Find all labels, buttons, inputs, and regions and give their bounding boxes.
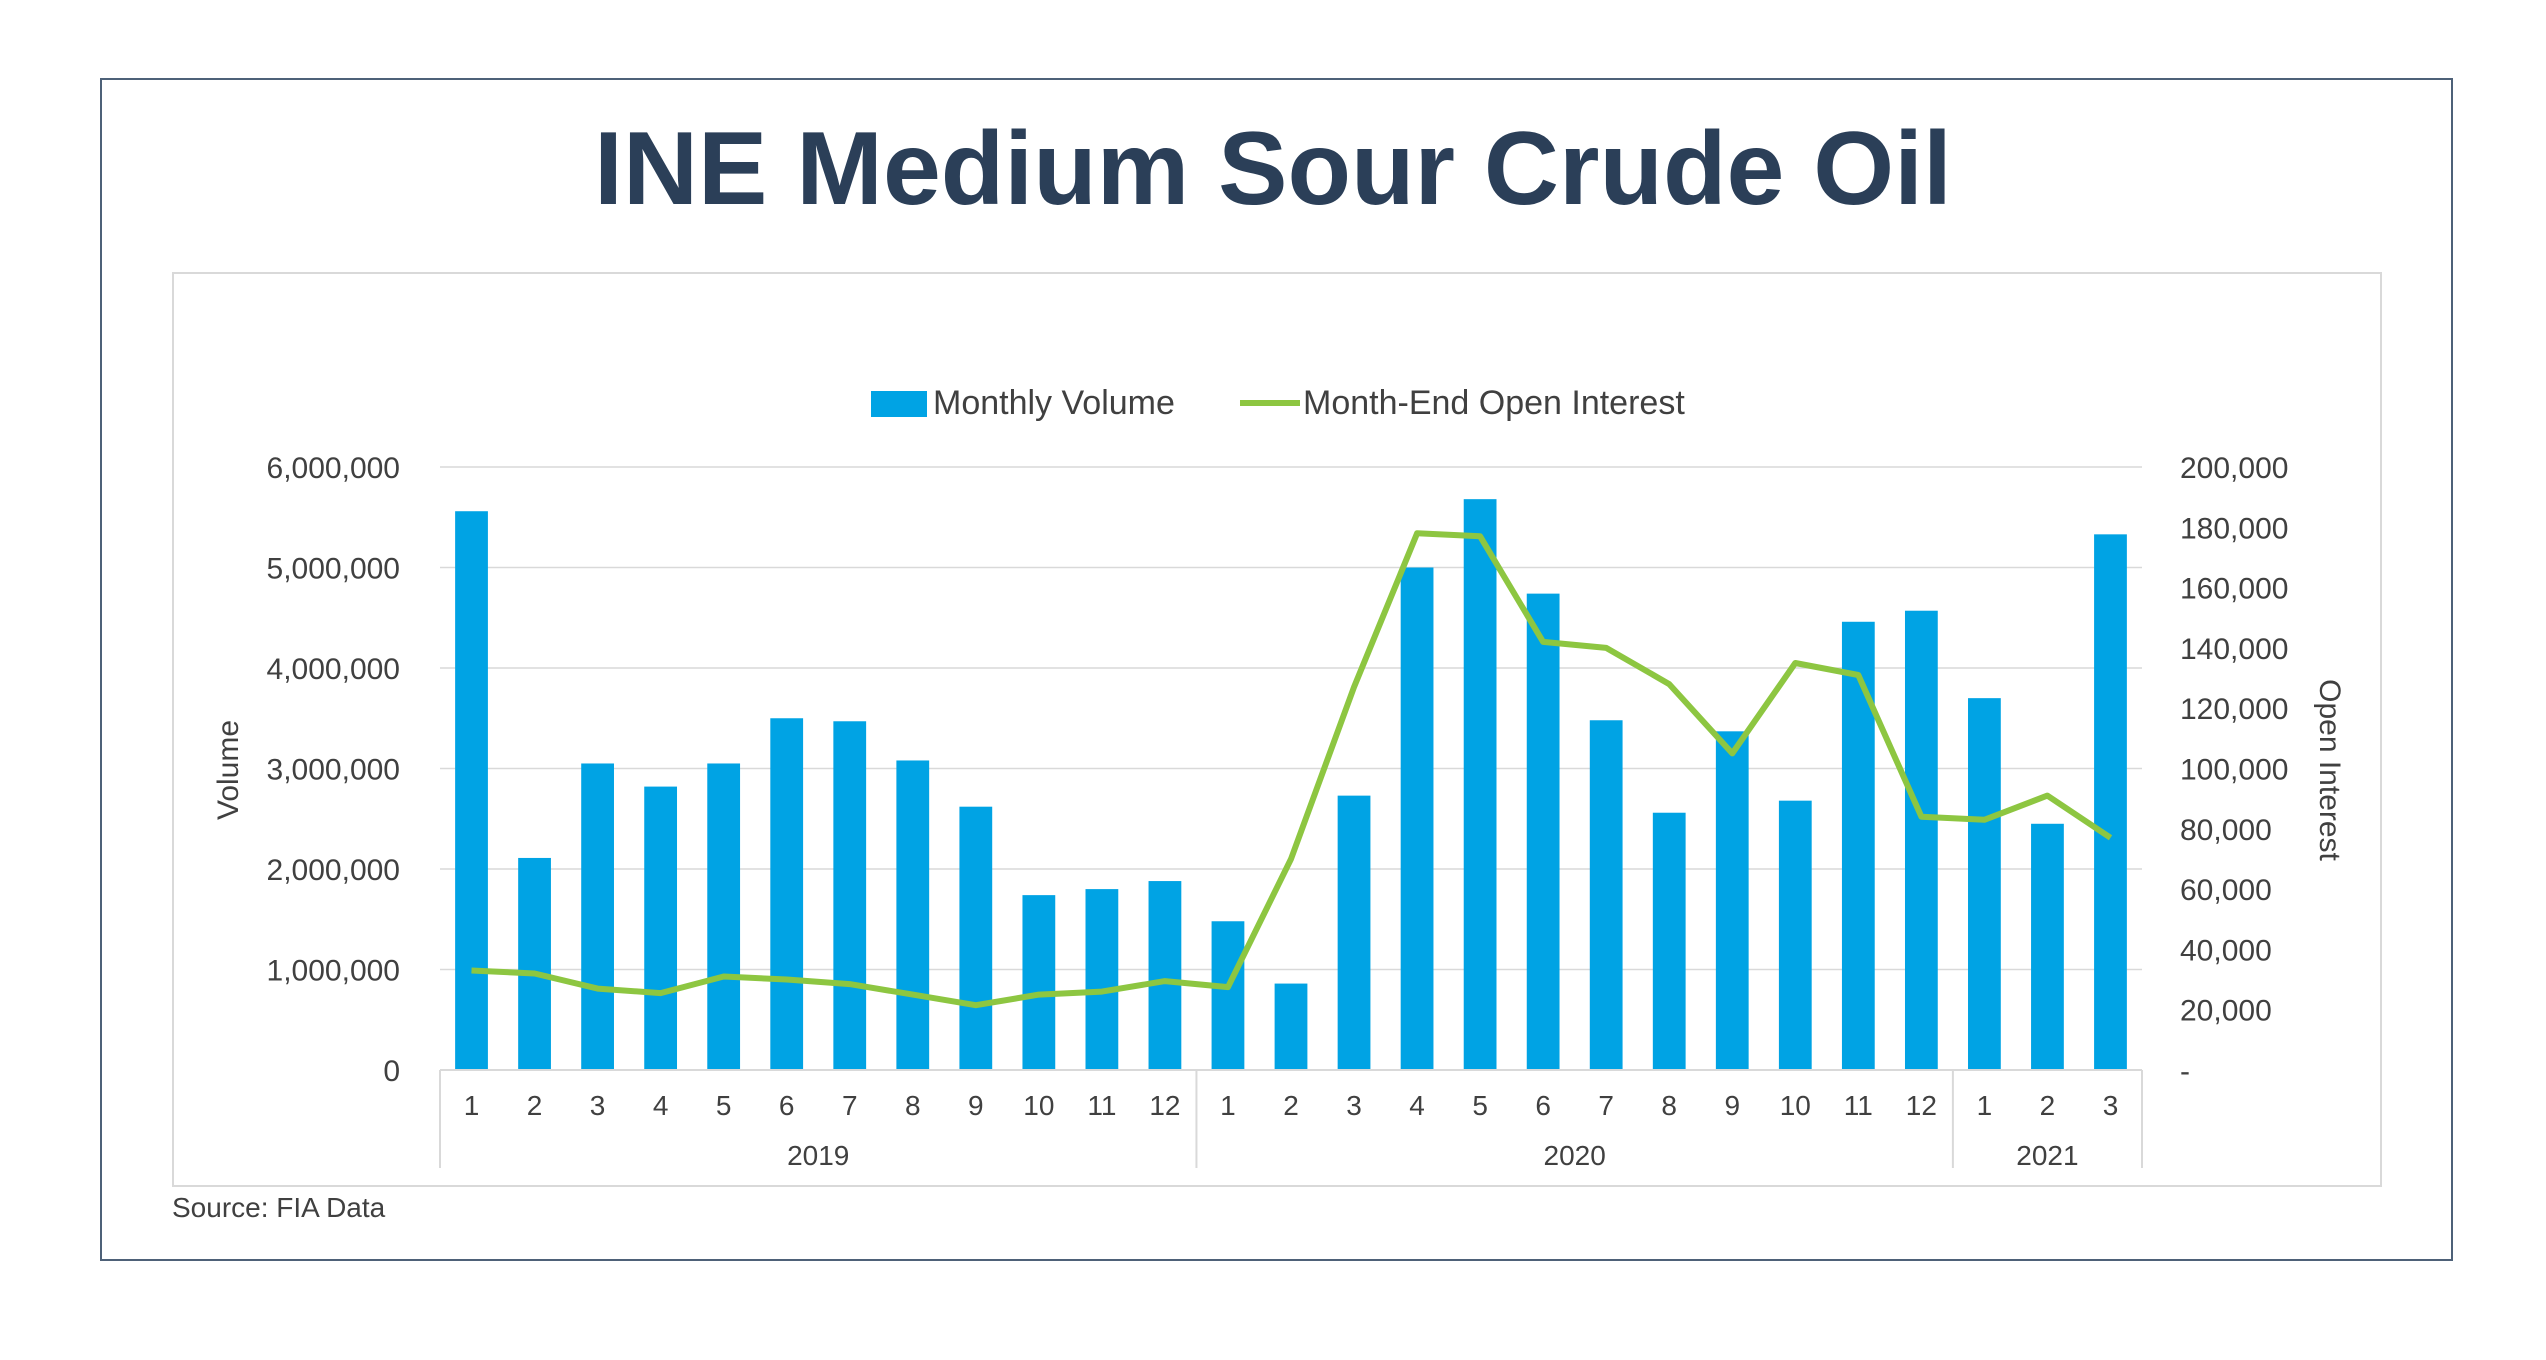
bar: [1904, 610, 1938, 1070]
x-tick-label: 10: [1023, 1090, 1054, 1121]
bar: [1589, 720, 1623, 1070]
open-interest-line: [471, 530, 2113, 1009]
x-tick-label: 7: [1598, 1090, 1614, 1121]
legend-swatch-volume: [871, 391, 927, 417]
x-tick-label: 11: [1087, 1090, 1116, 1121]
x-tick-label: 5: [716, 1090, 732, 1121]
y-tick-label: 0: [383, 1055, 400, 1088]
bar: [1148, 881, 1182, 1070]
x-tick-label: 12: [1149, 1090, 1180, 1121]
y-tick-label: 2,000,000: [267, 854, 400, 887]
bar: [644, 786, 678, 1070]
x-tick-label: 7: [842, 1090, 858, 1121]
y-tick-label: 1,000,000: [267, 955, 400, 988]
x-tick-label: 3: [590, 1090, 606, 1121]
plot-frame: [172, 272, 2382, 1187]
x-tick-label: 4: [653, 1090, 669, 1121]
bar: [1778, 800, 1812, 1070]
x-tick-label: 2: [2040, 1090, 2056, 1121]
bar: [2094, 534, 2127, 1070]
x-tick-label: 10: [1780, 1090, 1811, 1121]
x-tick-label: 1: [1220, 1090, 1236, 1121]
bar: [707, 763, 741, 1070]
y2-tick-label: 80,000: [2180, 814, 2272, 847]
bar: [1400, 567, 1434, 1070]
bar: [2031, 823, 2064, 1070]
x-group-label: 2019: [787, 1140, 849, 1171]
y2-axis-title: Open Interest: [2313, 679, 2346, 861]
open-interest-line-group: [471, 530, 2113, 1009]
bar: [581, 763, 614, 1070]
y2-tick-label: 160,000: [2180, 573, 2288, 606]
bar: [1463, 499, 1497, 1070]
x-tick-label: 3: [1346, 1090, 1362, 1121]
y2-tick-label: 60,000: [2180, 874, 2272, 907]
bar: [1841, 621, 1875, 1070]
x-tick-label: 1: [464, 1090, 480, 1121]
y2-tick-label: 40,000: [2180, 934, 2272, 967]
x-tick-label: 12: [1906, 1090, 1937, 1121]
x-tick-label: 2: [1283, 1090, 1299, 1121]
bar: [518, 857, 551, 1070]
bar: [1085, 889, 1119, 1070]
x-tick-label: 2: [527, 1090, 543, 1121]
x-group-label: 2020: [1544, 1140, 1606, 1171]
x-tick-label: 9: [1724, 1090, 1740, 1121]
legend-label-volume: Monthly Volume: [933, 384, 1175, 422]
bar: [959, 806, 993, 1070]
x-tick-label: 6: [1535, 1090, 1551, 1121]
x-tick-label: 1: [1977, 1090, 1993, 1121]
x-tick-label: 9: [968, 1090, 984, 1121]
y2-tick-label: -: [2180, 1055, 2190, 1088]
y2-tick-label: 140,000: [2180, 633, 2288, 666]
y-tick-label: 5,000,000: [267, 553, 400, 586]
x-tick-label: 8: [1661, 1090, 1677, 1121]
left-axis: 0 1,000,000 2,000,000 3,000,000 4,000,000 5,0…: [267, 452, 400, 1088]
bar: [1968, 698, 2001, 1070]
outer-frame: [100, 78, 2453, 1261]
x-tick-label: 8: [905, 1090, 921, 1121]
y2-tick-label: 200,000: [2180, 452, 2288, 485]
y-tick-label: 4,000,000: [267, 653, 400, 686]
bar: [1715, 731, 1749, 1070]
y-axis-title: Volume: [212, 720, 245, 820]
page-title: INE Medium Sour Crude Oil: [594, 111, 1952, 227]
bar: [455, 511, 488, 1071]
y2-tick-label: 180,000: [2180, 512, 2288, 545]
x-tick-label: 4: [1409, 1090, 1425, 1121]
y2-tick-label: 20,000: [2180, 995, 2272, 1028]
legend: Monthly Volume Month-End Open Interest: [871, 384, 1685, 422]
volume-bars: [455, 499, 2127, 1071]
bar: [770, 718, 804, 1070]
x-group-label: 2021: [2016, 1140, 2078, 1171]
bar: [833, 721, 867, 1070]
bar: [896, 760, 930, 1070]
gridlines: [440, 466, 2142, 971]
bar: [1022, 895, 1056, 1070]
x-tick-label: 6: [779, 1090, 795, 1121]
bar: [1526, 593, 1560, 1070]
x-tick-label: 3: [2103, 1090, 2119, 1121]
source-note: Source: FIA Data: [172, 1192, 386, 1223]
bar: [1274, 983, 1308, 1070]
y-tick-label: 3,000,000: [267, 754, 400, 787]
x-tick-label: 11: [1844, 1090, 1873, 1121]
y-tick-label: 6,000,000: [267, 452, 400, 485]
y2-tick-label: 100,000: [2180, 754, 2288, 787]
legend-label-open-interest: Month-End Open Interest: [1303, 384, 1685, 422]
bar: [1337, 795, 1371, 1070]
bar: [1652, 812, 1686, 1070]
y2-tick-label: 120,000: [2180, 693, 2288, 726]
bar: [1211, 921, 1245, 1070]
x-tick-label: 5: [1472, 1090, 1488, 1121]
right-axis: - 20,000 40,000 60,000 80,000 100,000 120,000 1…: [2180, 452, 2288, 1088]
